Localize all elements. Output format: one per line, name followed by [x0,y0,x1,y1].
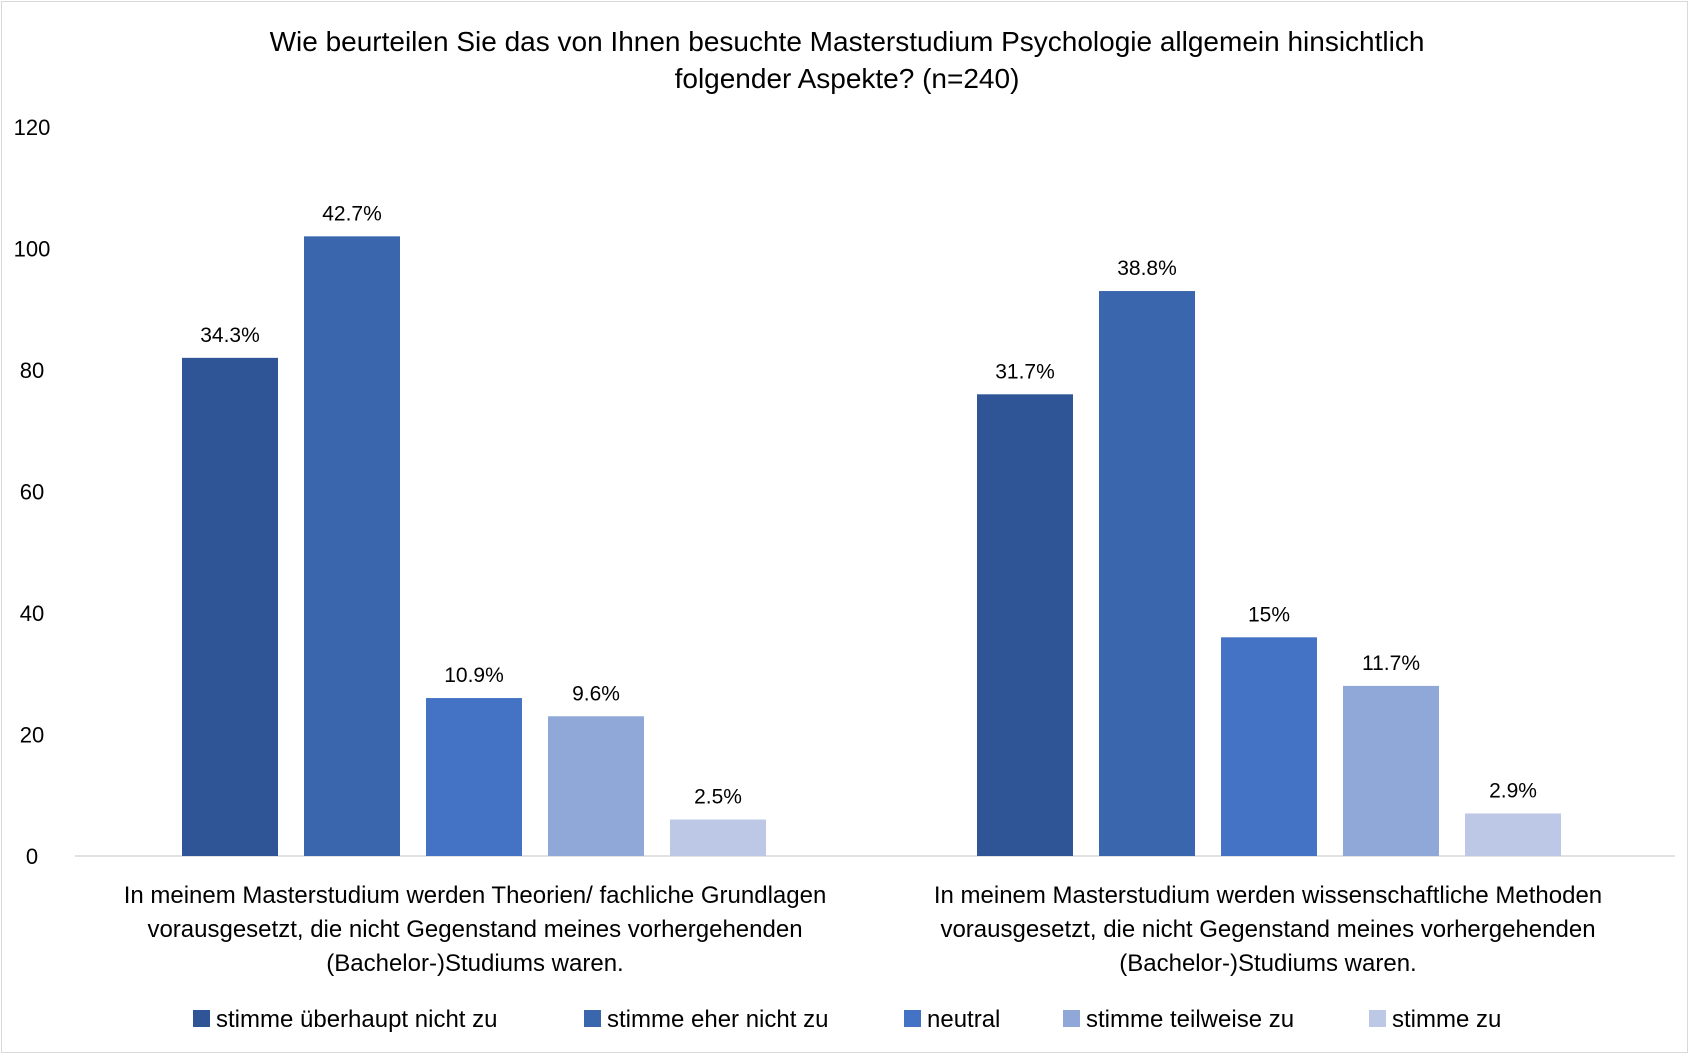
data-label: 42.7% [322,202,382,225]
category-label: vorausgesetzt, die nicht Gegenstand mein… [940,916,1595,943]
y-tick-label: 120 [14,115,51,140]
data-label: 2.5% [694,786,742,809]
chart-title-line-1: Wie beurteilen Sie das von Ihnen besucht… [270,26,1425,57]
legend-swatch [1369,1010,1386,1027]
legend-swatch [584,1010,601,1027]
bar [1099,291,1195,856]
data-label: 15% [1248,603,1290,626]
data-label: 38.8% [1117,257,1177,280]
y-tick-label: 40 [20,601,44,626]
category-label: In meinem Masterstudium werden Theorien/… [124,882,827,909]
bar [426,698,522,856]
bar [977,394,1073,856]
data-label: 34.3% [200,324,260,347]
data-label: 11.7% [1362,652,1420,675]
data-label: 2.9% [1489,779,1537,802]
legend-swatch [904,1010,921,1027]
bar [670,819,766,856]
chart-title: Wie beurteilen Sie das von Ihnen besucht… [270,26,1425,94]
legend-label: neutral [927,1006,1000,1033]
bars [182,236,1561,857]
legend-label: stimme zu [1392,1006,1501,1033]
y-tick-label: 60 [20,480,44,505]
y-tick-label: 20 [20,723,44,748]
category-label: (Bachelor-)Studiums waren. [326,950,623,977]
legend-label: stimme teilweise zu [1086,1006,1294,1033]
bar [1343,685,1439,856]
data-label: 31.7% [995,360,1055,383]
category-label: vorausgesetzt, die nicht Gegenstand mein… [147,916,802,943]
category-labels: In meinem Masterstudium werden Theorien/… [124,882,1602,977]
legend-swatch [193,1010,210,1027]
category-label: In meinem Masterstudium werden wissensch… [934,882,1602,909]
bar [548,716,644,856]
y-axis: 0 20 40 60 80 100 120 [14,115,51,869]
bar [304,236,400,857]
category-label: (Bachelor-)Studiums waren. [1119,950,1416,977]
chart-title-line-2: folgender Aspekte? (n=240) [675,63,1020,94]
y-tick-label: 100 [14,237,51,262]
legend-label: stimme eher nicht zu [607,1006,828,1033]
legend-swatch [1063,1010,1080,1027]
legend: stimme überhaupt nicht zu stimme eher nic… [193,1006,1501,1033]
data-labels: 34.3% 42.7% 10.9% 9.6% 2.5% 31.7% 38.8% 15% 11.7… [200,202,1537,808]
y-tick-label: 0 [26,844,38,869]
bar [1465,813,1561,856]
bar [182,357,278,856]
bar [1221,637,1317,856]
y-tick-label: 80 [20,358,44,383]
legend-label: stimme überhaupt nicht zu [216,1006,497,1033]
data-label: 10.9% [444,664,504,687]
data-label: 9.6% [572,682,620,705]
